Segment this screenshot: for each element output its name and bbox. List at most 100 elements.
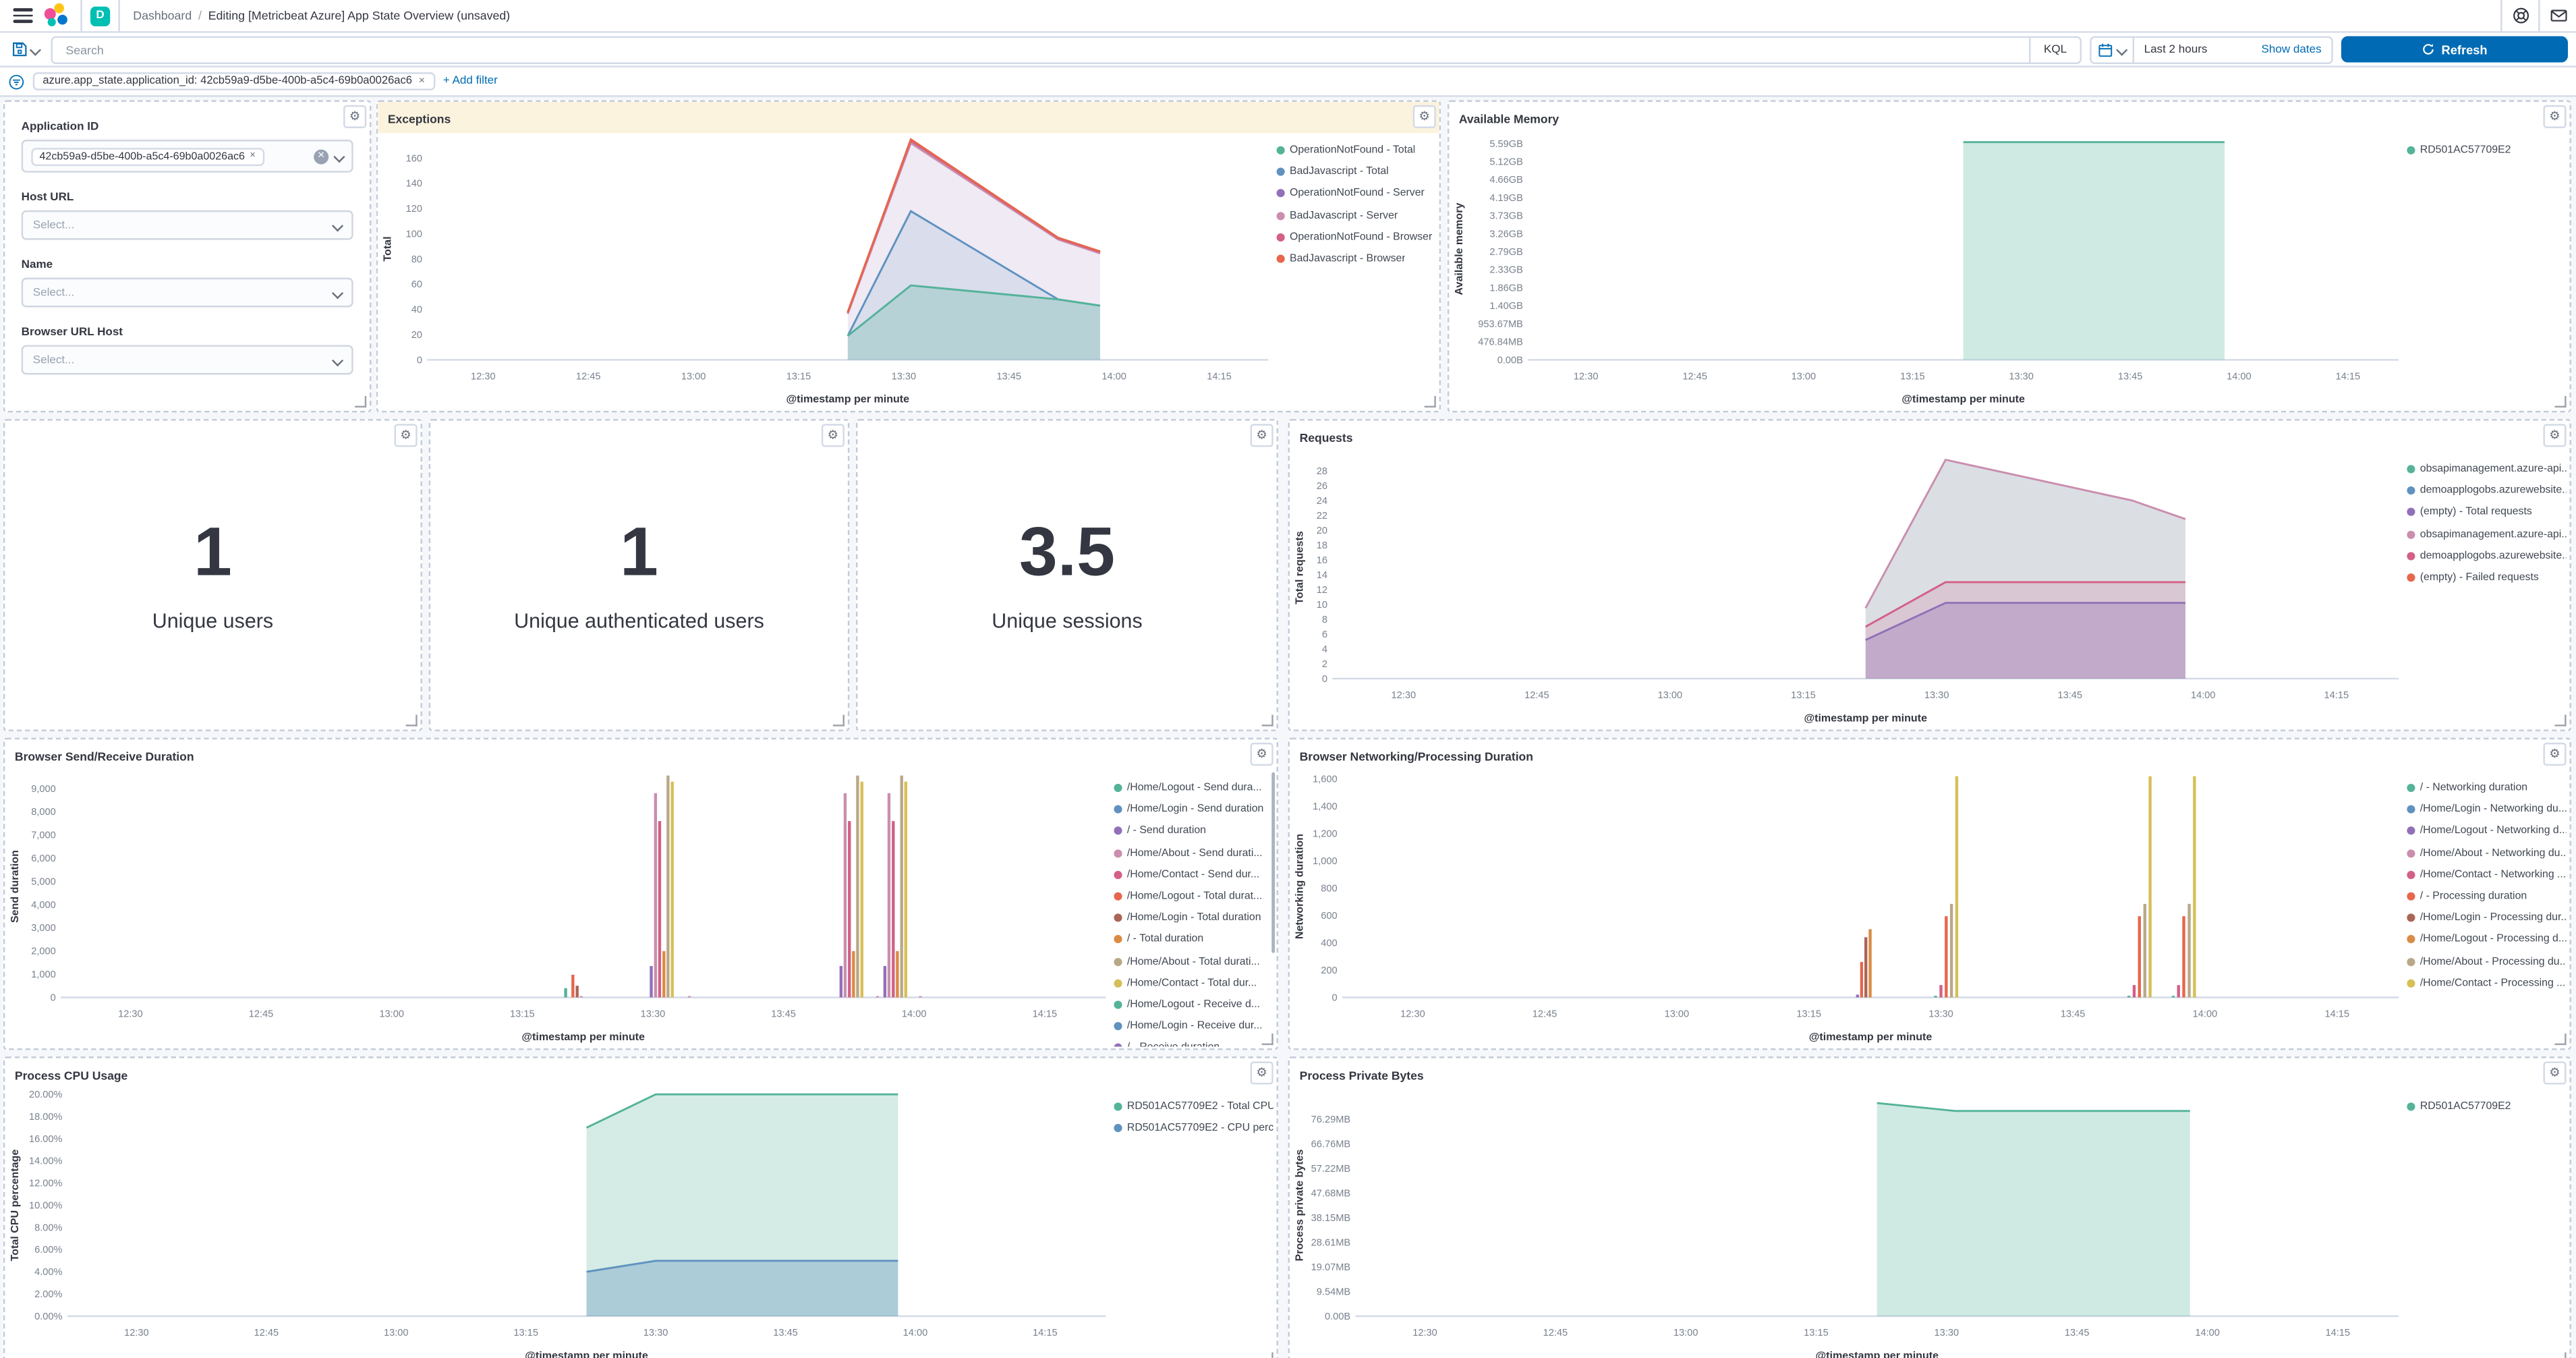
search-input[interactable] [52,42,2030,57]
filter-pill[interactable]: azure.app_state.application_id: 42cb59a9… [32,72,435,90]
panel-resize-handle[interactable] [1262,1352,1273,1358]
add-filter-button[interactable]: + Add filter [442,76,498,88]
panel-settings-button[interactable]: ⚙ [2543,424,2567,447]
svg-text:14:15: 14:15 [1207,372,1232,383]
legend-item[interactable]: /Home/Login - Receive dur... [1114,1021,1273,1032]
remove-filter-icon[interactable]: × [418,76,426,88]
legend-item[interactable]: /Home/Logout - Receive d... [1114,999,1273,1011]
save-icon [13,42,27,57]
legend-item[interactable]: /Home/Logout - Total durat... [1114,890,1273,902]
legend-label: /Home/Contact - Networking ... [2420,868,2567,880]
host-url-select[interactable]: Select... [21,210,353,240]
panel-resize-handle[interactable] [2555,1352,2567,1358]
legend-item[interactable]: / - Networking duration [2407,782,2566,793]
panel-resize-handle[interactable] [1424,396,1436,408]
panel-resize-handle[interactable] [1261,714,1273,727]
legend-item[interactable]: obsapimanagement.azure-api... [2407,463,2567,475]
legend-item[interactable]: OperationNotFound - Total [1276,144,1436,156]
legend-item[interactable]: /Home/About - Total durati... [1114,955,1273,967]
svg-text:28: 28 [1317,466,1327,477]
panel-resize-handle[interactable] [832,714,845,727]
application-id-combobox[interactable]: 42cb59a9-d5be-400b-a5c4-69b0a0026ac6 × ✕ [21,140,353,173]
svg-text:6,000: 6,000 [31,853,56,864]
legend-color-dot [2407,935,2415,944]
panel-settings-button[interactable]: ⚙ [343,105,367,128]
legend-item[interactable]: / - Receive duration [1114,1042,1273,1047]
legend-item[interactable]: /Home/Contact - Send dur... [1114,869,1273,880]
browser-url-host-select[interactable]: Select... [21,345,353,375]
panel-settings-button[interactable]: ⚙ [2543,105,2567,128]
legend-item[interactable]: /Home/Logout - Send dura... [1114,782,1273,793]
legend-item[interactable]: /Home/Contact - Total dur... [1114,977,1273,989]
panel-settings-button[interactable]: ⚙ [1250,1061,1273,1085]
legend-item[interactable]: / - Processing duration [2407,890,2566,902]
legend-item[interactable]: /Home/About - Networking du... [2407,847,2567,859]
legend-item[interactable]: / - Send duration [1114,826,1273,837]
panel-resize-handle[interactable] [355,396,367,408]
panel-settings-button[interactable]: ⚙ [1250,742,1273,766]
legend-item[interactable]: /Home/Logout - Networking d... [2407,826,2567,837]
legend-color-dot [2407,957,2415,965]
legend-item[interactable]: RD501AC57709E2 [2407,144,2566,156]
panel-settings-button[interactable]: ⚙ [1250,424,1273,447]
name-select[interactable]: Select... [21,277,353,308]
legend-color-dot [1114,870,1122,879]
space-selector[interactable]: D [80,0,120,32]
time-range-value[interactable]: Last 2 hours [2144,43,2208,55]
legend-item[interactable]: (empty) - Failed requests [2407,571,2566,584]
panel-resize-handle[interactable] [2554,714,2567,727]
legend-item[interactable]: /Home/Contact - Processing ... [2407,977,2566,989]
panel-resize-handle[interactable] [405,714,418,727]
panel-settings-button[interactable]: ⚙ [2543,1061,2567,1085]
filter-icon[interactable] [8,73,24,89]
panel-browser-networking-processing-duration: Browser Networking/Processing Duration ⚙… [1288,737,2571,1050]
panel-resize-handle[interactable] [2554,396,2567,408]
panel-settings-button[interactable]: ⚙ [821,424,845,447]
panel-settings-button[interactable]: ⚙ [1412,105,1436,128]
refresh-button[interactable]: Refresh [2341,36,2568,63]
date-quick-select-button[interactable] [2092,36,2134,62]
panel-settings-button[interactable]: ⚙ [394,424,418,447]
legend-item[interactable]: RD501AC57709E2 - CPU perc... [1114,1123,1273,1134]
saved-query-button[interactable] [8,41,42,57]
legend-label: obsapimanagement.azure-api... [2420,528,2567,540]
panel-resize-handle[interactable] [1261,1034,1273,1046]
show-dates-button[interactable]: Show dates [2261,43,2322,55]
breadcrumb-dashboard-link[interactable]: Dashboard [133,8,192,24]
legend-item[interactable]: /Home/Login - Networking du... [2407,804,2567,816]
chevron-down-icon [331,286,344,299]
application-id-chip[interactable]: 42cb59a9-d5be-400b-a5c4-69b0a0026ac6 × [31,146,264,165]
legend-item[interactable]: (empty) - Total requests [2407,507,2566,518]
help-button[interactable] [2500,0,2538,32]
newsfeed-button[interactable] [2538,0,2576,32]
panel-resize-handle[interactable] [2554,1034,2567,1046]
legend-item[interactable]: /Home/Login - Send duration [1114,804,1273,816]
legend-item[interactable]: RD501AC57709E2 [2407,1101,2566,1112]
hamburger-menu-icon[interactable] [13,8,33,24]
panel-settings-button[interactable]: ⚙ [2543,742,2567,766]
legend-item[interactable]: BadJavascript - Total [1276,166,1436,178]
legend-item[interactable]: /Home/Login - Total duration [1114,912,1273,924]
legend-item[interactable]: /Home/About - Processing du... [2407,955,2567,967]
elastic-logo-icon[interactable] [44,3,69,28]
legend-item[interactable]: BadJavascript - Browser [1276,253,1436,264]
legend-item[interactable]: demoapplogobs.azurewebsite... [2407,485,2567,497]
legend-item[interactable]: /Home/Logout - Processing d... [2407,934,2567,946]
legend-item[interactable]: OperationNotFound - Browser [1276,231,1436,243]
legend-item[interactable]: demoapplogobs.azurewebsite... [2407,550,2567,561]
legend-item[interactable]: /Home/About - Send durati... [1114,847,1273,859]
svg-text:140: 140 [406,179,422,190]
kql-language-button[interactable]: KQL [2029,36,2080,62]
legend-item[interactable]: / - Total duration [1114,934,1273,945]
legend-item[interactable]: BadJavascript - Server [1276,210,1436,221]
legend-color-dot [2407,913,2415,922]
legend-label: RD501AC57709E2 [2420,1100,2511,1112]
legend-label: /Home/Logout - Processing d... [2420,934,2567,946]
legend-item[interactable]: obsapimanagement.azure-api... [2407,528,2567,540]
clear-selection-icon[interactable]: ✕ [314,148,329,164]
chip-remove-icon[interactable]: × [250,151,256,161]
legend-item[interactable]: /Home/Login - Processing dur... [2407,912,2567,924]
legend-item[interactable]: OperationNotFound - Server [1276,188,1436,200]
legend-item[interactable]: /Home/Contact - Networking ... [2407,869,2566,880]
legend-item[interactable]: RD501AC57709E2 - Total CPU... [1114,1101,1273,1112]
